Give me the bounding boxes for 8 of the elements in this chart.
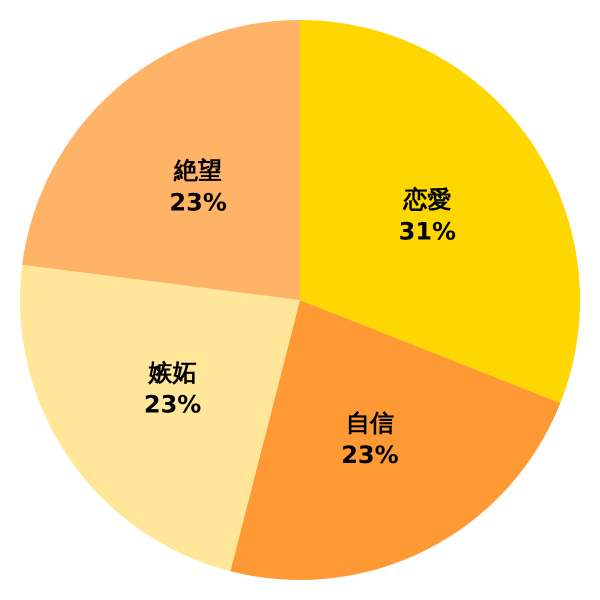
data-label: 23%: [169, 188, 227, 216]
data-label: 31%: [398, 217, 456, 246]
slice-label: 嫉妬: [148, 358, 197, 387]
slice-label: 絶望: [173, 156, 222, 184]
data-label: 23%: [341, 441, 399, 470]
data-label: 23%: [144, 390, 202, 419]
slice-label: 自信: [346, 409, 394, 438]
slice-label: 恋愛: [402, 185, 452, 214]
